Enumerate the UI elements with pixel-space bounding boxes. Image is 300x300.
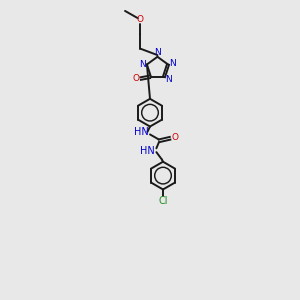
Text: N: N [165,75,172,84]
Text: N: N [169,59,176,68]
Text: Cl: Cl [158,196,168,206]
Text: O: O [133,74,140,83]
Text: HN: HN [140,146,154,156]
Text: HN: HN [134,127,148,137]
Text: O: O [171,133,178,142]
Text: N: N [154,48,160,57]
Text: O: O [137,15,144,24]
Text: N: N [139,59,146,68]
